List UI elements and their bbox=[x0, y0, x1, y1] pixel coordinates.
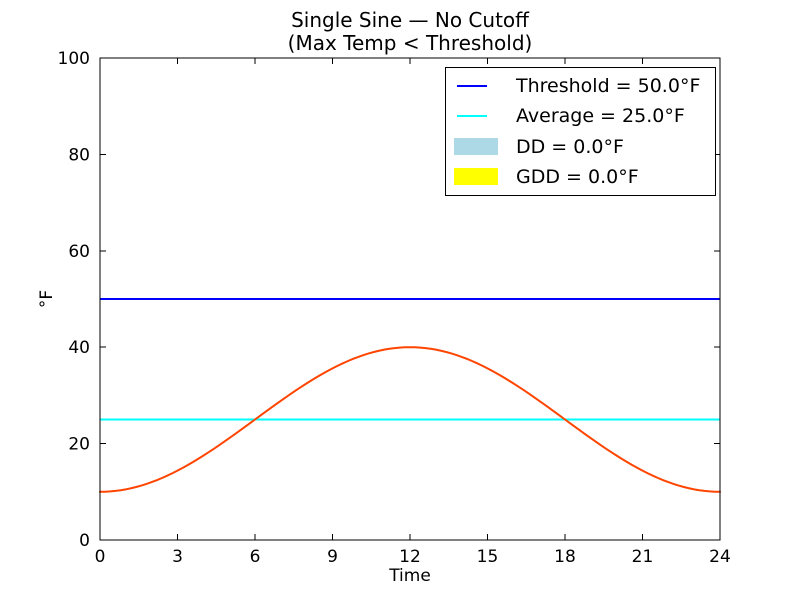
legend-swatch-patch bbox=[454, 168, 500, 186]
legend-label: DD = 0.0°F bbox=[516, 135, 624, 158]
x-tick-label: 9 bbox=[327, 547, 338, 567]
legend-row: DD = 0.0°F bbox=[454, 132, 707, 162]
series-temperature-sine bbox=[99, 346, 721, 493]
legend: Threshold = 50.0°F Average = 25.0°F DD = 0… bbox=[445, 67, 716, 196]
x-tick-label: 3 bbox=[172, 547, 183, 567]
x-tick-label: 12 bbox=[399, 547, 421, 567]
legend-label: Threshold = 50.0°F bbox=[516, 75, 701, 98]
y-tick-label: 100 bbox=[58, 49, 90, 69]
x-tick-label: 6 bbox=[250, 547, 261, 567]
legend-label: GDD = 0.0°F bbox=[516, 165, 639, 188]
y-tick-label: 20 bbox=[68, 435, 90, 455]
chart-subtitle: (Max Temp < Threshold) bbox=[287, 31, 533, 55]
legend-swatch-line bbox=[454, 85, 500, 88]
x-tick-label: 21 bbox=[632, 547, 654, 567]
chart-title: Single Sine — No Cutoff bbox=[291, 8, 529, 32]
chart-title-block: Single Sine — No Cutoff (Max Temp < Thre… bbox=[100, 9, 720, 55]
legend-label: Average = 25.0°F bbox=[516, 105, 685, 128]
legend-swatch-color bbox=[457, 85, 487, 88]
legend-swatch-color bbox=[457, 115, 487, 118]
y-tick-label: 80 bbox=[68, 145, 90, 165]
x-tick-label: 24 bbox=[709, 547, 731, 567]
legend-row: Threshold = 50.0°F bbox=[454, 71, 707, 101]
legend-swatch-color bbox=[454, 168, 498, 186]
y-tick-label: 40 bbox=[68, 338, 90, 358]
x-tick-label: 15 bbox=[477, 547, 499, 567]
y-tick-label: 0 bbox=[79, 531, 90, 551]
y-tick-label: 60 bbox=[68, 242, 90, 262]
legend-row: GDD = 0.0°F bbox=[454, 162, 707, 192]
axes-spines bbox=[99, 57, 721, 541]
legend-swatch-patch bbox=[454, 138, 500, 156]
legend-swatch-color bbox=[454, 138, 498, 156]
y-axis-label: °F bbox=[37, 289, 57, 309]
x-tick-label: 18 bbox=[554, 547, 576, 567]
x-tick-label: 0 bbox=[95, 547, 106, 567]
legend-swatch-line bbox=[454, 115, 500, 118]
legend-row: Average = 25.0°F bbox=[454, 101, 707, 131]
x-axis-label: Time bbox=[389, 566, 431, 586]
